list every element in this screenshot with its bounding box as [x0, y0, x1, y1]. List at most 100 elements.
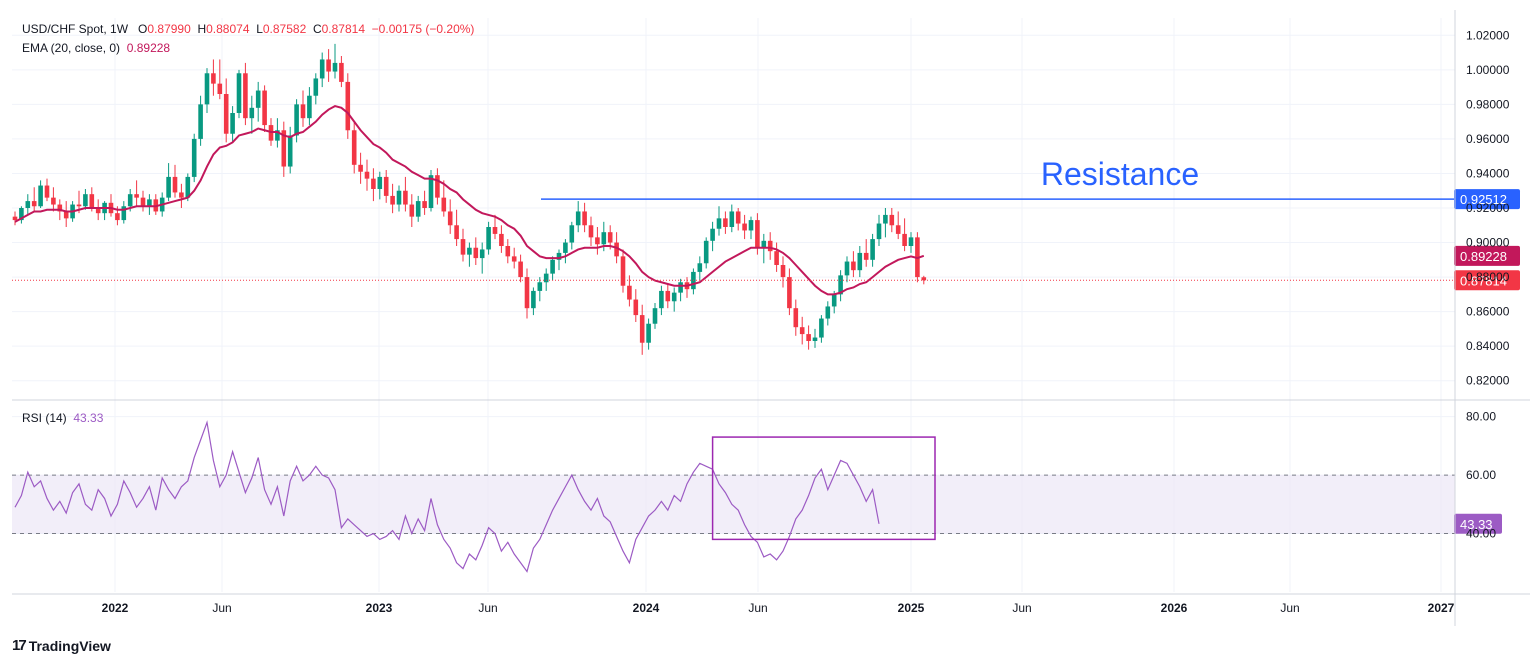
- candle-body: [588, 225, 594, 238]
- candle-body: [678, 282, 683, 293]
- rsi-tick-label: 80.00: [1466, 410, 1496, 424]
- candle-body: [198, 104, 203, 139]
- symbol-label[interactable]: USD/CHF Spot, 1W: [22, 22, 129, 36]
- candle-body: [838, 275, 843, 295]
- time-tick-label: Jun: [212, 601, 231, 615]
- candle-body: [179, 192, 184, 198]
- time-tick-label: Jun: [478, 601, 497, 615]
- price-tick-label: 0.98000: [1466, 97, 1510, 111]
- candle-body: [761, 240, 767, 248]
- candle-body: [767, 240, 773, 252]
- candle-body: [415, 201, 421, 217]
- candle-body: [863, 252, 869, 260]
- candle-body: [819, 318, 824, 338]
- candle-body: [518, 261, 523, 278]
- ema-path: [14, 105, 925, 296]
- candle-body: [531, 290, 536, 309]
- candle-body: [377, 176, 383, 189]
- candle-body: [364, 171, 370, 179]
- candle-body: [217, 83, 223, 94]
- candle-body: [812, 337, 818, 341]
- annotations: Resistance 0.92512 0.89228 0.87814 43.33: [12, 156, 1520, 541]
- candle-body: [147, 199, 152, 207]
- rsi-tick-label: 40.00: [1466, 527, 1496, 541]
- candle-body: [883, 214, 888, 224]
- candle-body: [230, 113, 235, 134]
- candle-body: [646, 323, 651, 343]
- rsi-band: [12, 474, 1455, 535]
- candle-body: [339, 62, 344, 82]
- candle-body: [287, 135, 293, 167]
- low-label: L: [256, 22, 263, 36]
- rsi-legend[interactable]: RSI (14) 43.33: [22, 411, 103, 425]
- candle-body: [543, 273, 549, 283]
- candle-body: [499, 233, 504, 246]
- candle-body: [51, 197, 56, 205]
- price-tick-label: 0.90000: [1466, 236, 1510, 250]
- candle-body: [249, 107, 255, 119]
- close-label: C: [312, 22, 322, 36]
- ema-label: EMA (20, close, 0): [22, 41, 121, 55]
- time-tick-label: 2027: [1428, 601, 1455, 615]
- ema-price-tag-bg: [1454, 245, 1520, 266]
- resistance-price-tag: 0.92512: [1460, 192, 1507, 207]
- price-tick-label: 0.94000: [1466, 166, 1510, 180]
- rsi-tick-label: 60.00: [1466, 468, 1496, 482]
- candle-body: [755, 220, 760, 248]
- price-tick-label: 1.00000: [1466, 63, 1510, 77]
- candle-body: [735, 211, 741, 224]
- candle-body: [601, 232, 607, 245]
- candle-body: [537, 282, 543, 291]
- candle-body: [921, 277, 927, 281]
- rsi-path: [14, 420, 880, 573]
- candle-body: [351, 130, 357, 165]
- candle-body: [121, 206, 127, 221]
- candle-body: [793, 308, 799, 328]
- candle-body: [780, 265, 786, 278]
- candle-body: [447, 211, 453, 226]
- candle-body: [358, 164, 363, 172]
- ema-legend[interactable]: EMA (20, close, 0) 0.89228: [22, 41, 170, 55]
- candle-body: [262, 90, 267, 126]
- candle-body: [607, 232, 613, 243]
- candle-body: [652, 308, 658, 324]
- candle-body: [243, 73, 248, 119]
- candle-body: [582, 211, 587, 226]
- price-tick-label: 0.86000: [1466, 305, 1510, 319]
- candle-body: [89, 194, 95, 208]
- candle-body: [166, 176, 171, 198]
- candle-body: [851, 261, 856, 271]
- candle-body: [787, 277, 792, 309]
- resistance-price-tag-bg: [1454, 189, 1520, 210]
- candle-body: [563, 242, 568, 253]
- tradingview-logo[interactable]: 17 TradingView: [12, 637, 111, 654]
- candle-body: [281, 130, 287, 167]
- candle-body: [505, 246, 511, 257]
- candle-body: [479, 249, 485, 259]
- candle-body: [255, 90, 261, 108]
- candle-body: [620, 256, 626, 286]
- candle-body: [844, 261, 850, 276]
- price-tick-label: 1.02000: [1466, 28, 1510, 42]
- last-price-tag-bg: [1454, 270, 1520, 291]
- candle-body: [428, 175, 434, 208]
- candle-body: [703, 240, 709, 264]
- tradingview-icon: 17: [12, 637, 27, 654]
- candle-body: [44, 185, 50, 198]
- candle-body: [345, 81, 351, 131]
- ema-value: 0.89228: [126, 41, 171, 55]
- candle-body: [870, 239, 875, 260]
- logo-text: TradingView: [28, 637, 111, 654]
- candle-body: [524, 277, 530, 309]
- candle-body: [403, 190, 408, 205]
- candle-body: [742, 223, 747, 231]
- candle-body: [76, 204, 82, 207]
- candle-body: [639, 315, 645, 343]
- candle-body: [300, 104, 306, 119]
- candle-body: [908, 237, 914, 246]
- candle-body: [729, 211, 735, 227]
- candle-body: [313, 78, 319, 96]
- candle-body: [63, 211, 69, 219]
- time-tick-label: 2025: [898, 601, 925, 615]
